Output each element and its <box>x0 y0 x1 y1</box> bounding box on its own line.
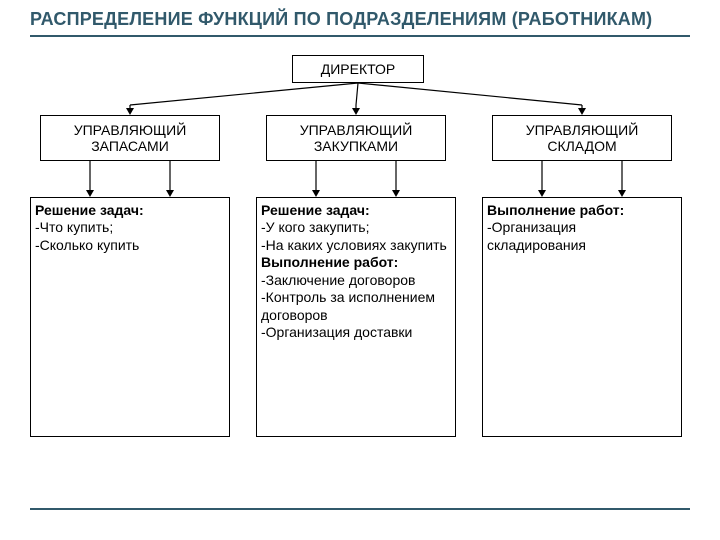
detail-item: -Организация складирования <box>487 219 677 254</box>
manager-node: УПРАВЛЯЮЩИЙ СКЛАДОМ <box>492 115 672 161</box>
detail-item: -Организация доставки <box>261 324 451 342</box>
detail-node: Выполнение работ:-Организация складирова… <box>482 197 682 437</box>
manager-node: УПРАВЛЯЮЩИЙ ЗАКУПКАМИ <box>266 115 446 161</box>
detail-item: -Что купить; <box>35 219 225 237</box>
manager-label: УПРАВЛЯЮЩИЙ ЗАКУПКАМИ <box>300 122 413 154</box>
detail-node: Решение задач:-Что купить;-Сколько купит… <box>30 197 230 437</box>
footer-rule <box>30 508 690 510</box>
detail-item: -На каких условиях закупить <box>261 237 451 255</box>
detail-item: -Сколько купить <box>35 237 225 255</box>
manager-label: УПРАВЛЯЮЩИЙ СКЛАДОМ <box>526 122 639 154</box>
manager-node: УПРАВЛЯЮЩИЙ ЗАПАСАМИ <box>40 115 220 161</box>
detail-item: -Заключение договоров <box>261 272 451 290</box>
root-label: ДИРЕКТОР <box>321 61 396 77</box>
detail-item: -Контроль за исполнением договоров <box>261 289 451 324</box>
detail-item: -У кого закупить; <box>261 219 451 237</box>
org-chart: ДИРЕКТОР УПРАВЛЯЮЩИЙ ЗАПАСАМИ УПРАВЛЯЮЩИЙ … <box>30 37 690 477</box>
detail-node: Решение задач:-У кого закупить;-На каких… <box>256 197 456 437</box>
page-title: РАСПРЕДЕЛЕНИЕ ФУНКЦИЙ ПО ПОДРАЗДЕЛЕНИЯМ … <box>30 8 690 31</box>
detail-heading: Выполнение работ: <box>261 254 451 272</box>
manager-label: УПРАВЛЯЮЩИЙ ЗАПАСАМИ <box>74 122 187 154</box>
root-node: ДИРЕКТОР <box>292 55 424 83</box>
detail-heading: Решение задач: <box>261 202 451 220</box>
detail-heading: Решение задач: <box>35 202 225 220</box>
detail-heading: Выполнение работ: <box>487 202 677 220</box>
